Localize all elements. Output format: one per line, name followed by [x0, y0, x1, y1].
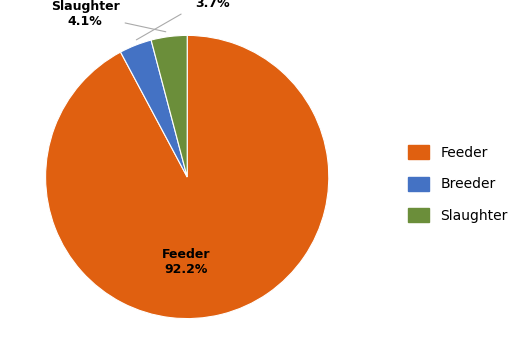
Wedge shape: [121, 40, 187, 177]
Wedge shape: [151, 35, 187, 177]
Legend: Feeder, Breeder, Slaughter: Feeder, Breeder, Slaughter: [402, 139, 513, 229]
Wedge shape: [46, 35, 329, 319]
Text: Slaughter
4.1%: Slaughter 4.1%: [51, 0, 166, 32]
Text: Feeder
92.2%: Feeder 92.2%: [162, 248, 210, 276]
Text: Breeder
3.7%: Breeder 3.7%: [136, 0, 241, 40]
